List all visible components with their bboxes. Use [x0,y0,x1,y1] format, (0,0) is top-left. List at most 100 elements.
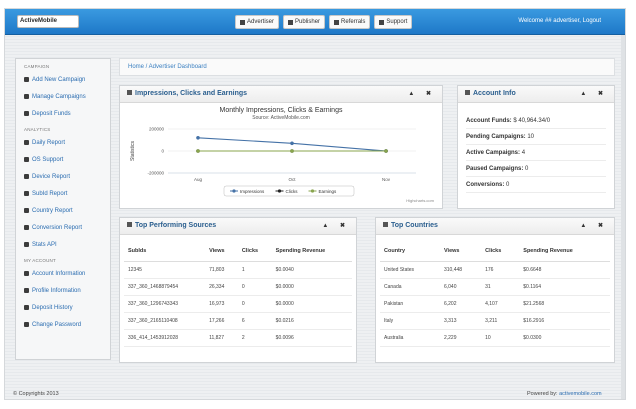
table-cell: 2,229 [439,329,482,347]
menu-item-icon [24,208,29,213]
panel-controls[interactable]: ▲ ✖ [408,91,436,97]
column-header[interactable]: Views [439,241,482,262]
panel-title: Top Performing Sources [135,222,217,229]
sidebar-item[interactable]: Daily Report [16,134,110,151]
powered-by-link[interactable]: activemobile.com [559,391,602,397]
sidebar-section-heading: ANALYTICS [24,127,51,132]
table-cell: 3,211 [481,312,520,330]
nav-label: Support [386,19,408,25]
sidebar: CAMPAIGN Add New Campaign Manage Campaigns… [15,58,111,360]
sidebar-item-label: Account Information [32,270,86,277]
column-header[interactable]: Spending Revenue [271,241,352,262]
user-icon [379,19,385,25]
sidebar-section-heading: CAMPAIGN [24,64,50,69]
column-header[interactable]: SubIds [124,241,206,262]
page-scrollbar[interactable] [621,35,625,399]
panel-controls[interactable]: ▲ ✖ [580,91,608,97]
sidebar-item-label: Manage Campaigns [32,93,86,100]
chart-subtitle: Source: ActiveMobile.com [252,115,310,121]
table-row: 337_360_2165110408 17,266 6 $0.0216 [124,312,352,330]
top-sources-panel: Top Performing Sources ▲ ✖ SubIds Views Cl… [119,217,357,363]
table-icon [127,222,132,227]
table-cell: 31 [481,278,520,296]
sidebar-item-label: SubId Report [32,190,68,197]
menu-item-icon [24,94,29,99]
sidebar-item[interactable]: Device Report [16,168,110,185]
account-info-label: Active Campaigns: [466,150,521,156]
panel-controls[interactable]: ▲ ✖ [322,223,350,229]
panel-header: Impressions, Clicks and Earnings ▲ ✖ [120,86,442,103]
countries-table: Country Views Clicks Spending Revenue United… [380,241,610,347]
table-cell: $0.1164 [519,278,610,296]
nav-advertiser-button[interactable]: Advertiser [235,15,280,29]
data-point [290,141,294,146]
sidebar-item[interactable]: OS Support [16,151,110,168]
sidebar-item[interactable]: Deposit Funds [16,105,110,122]
nav-referrals-button[interactable]: Referrals [329,15,371,29]
account-info-label: Pending Campaigns: [466,134,526,140]
table-cell: 10 [481,329,520,347]
table-cell: $0.0300 [519,329,610,347]
sidebar-item-label: Conversion Report [32,224,83,231]
account-info-value: 0 [506,182,510,188]
x-tick-label: Oct [288,177,296,182]
sidebar-item[interactable]: Deposit History [16,299,110,316]
table-cell: Pakistan [380,295,440,313]
menu-item-icon [24,140,29,145]
table-header-row: Country Views Clicks Spending Revenue [380,241,610,262]
column-header[interactable]: Clicks [237,241,272,262]
nav-publisher-button[interactable]: Publisher [283,15,326,29]
column-header[interactable]: Country [380,241,440,262]
line-chart: 200000 0 -200000 Statistics Aug Oct Nov Impress… [130,127,416,197]
sources-table: SubIds Views Clicks Spending Revenue 12345 71… [124,241,352,347]
breadcrumb[interactable]: Home / Advertiser Dashboard [119,58,615,76]
table-cell: 3,313 [439,312,482,330]
account-info-label: Conversions: [466,182,505,188]
panel-header: Top Countries ▲ ✖ [376,218,614,235]
panel-controls[interactable]: ▲ ✖ [580,223,608,229]
table-row: 336_414_1453912028 11,827 2 $0.0096 [124,329,352,347]
sidebar-item[interactable]: SubId Report [16,185,110,202]
nav-label: Advertiser [247,19,275,25]
account-info-row: Active Campaigns: 4 [466,145,606,161]
column-header[interactable]: Clicks [481,241,520,262]
welcome-logout-link[interactable]: Welcome ## advertiser, Logout [518,18,601,24]
sidebar-item[interactable]: Country Report [16,202,110,219]
menu-item-icon [24,174,29,179]
sidebar-item[interactable]: Change Password [16,316,110,333]
menu-item-icon [24,288,29,293]
table-cell: 2 [237,329,272,347]
sidebar-item[interactable]: Conversion Report [16,219,110,236]
table-cell: 71,803 [205,261,238,279]
y-tick-label: 200000 [149,127,165,132]
account-info-list: Account Funds: $ 40,964.34/0 Pending Camp… [458,103,614,193]
table-row: 337_360_1296743343 16,973 0 $0.0000 [124,295,352,313]
sidebar-item[interactable]: Profile Information [16,282,110,299]
account-info-row: Conversions: 0 [466,177,606,193]
chart-legend [223,185,355,197]
panel-title: Impressions, Clicks and Earnings [135,90,248,97]
table-cell: $0.0216 [271,312,352,330]
table-row: Italy 3,313 3,211 $16.2916 [380,312,610,330]
sidebar-item[interactable]: Add New Campaign [16,71,110,88]
table-cell: 337_360_1468879454 [124,278,206,296]
menu-item-icon [24,305,29,310]
nav-support-button[interactable]: Support [374,15,413,29]
account-info-label: Account Funds: [466,118,512,124]
column-header[interactable]: Spending Revenue [519,241,610,262]
table-cell: 6,040 [439,278,482,296]
menu-item-icon [24,225,29,230]
legend-label: Earnings [319,189,338,194]
nav-label: Referrals [341,19,366,25]
legend-label: Impressions [240,189,265,194]
logo[interactable]: ActiveMobile [17,15,79,28]
data-point [290,149,294,153]
sidebar-item[interactable]: Manage Campaigns [16,88,110,105]
sidebar-item[interactable]: Account Information [16,265,110,282]
table-row: Australia 2,229 10 $0.0300 [380,329,610,347]
sidebar-item[interactable]: Stats API [16,236,110,253]
gear-icon [334,19,340,25]
x-tick-label: Nov [382,177,391,182]
table-icon [383,222,388,227]
column-header[interactable]: Views [205,241,238,262]
